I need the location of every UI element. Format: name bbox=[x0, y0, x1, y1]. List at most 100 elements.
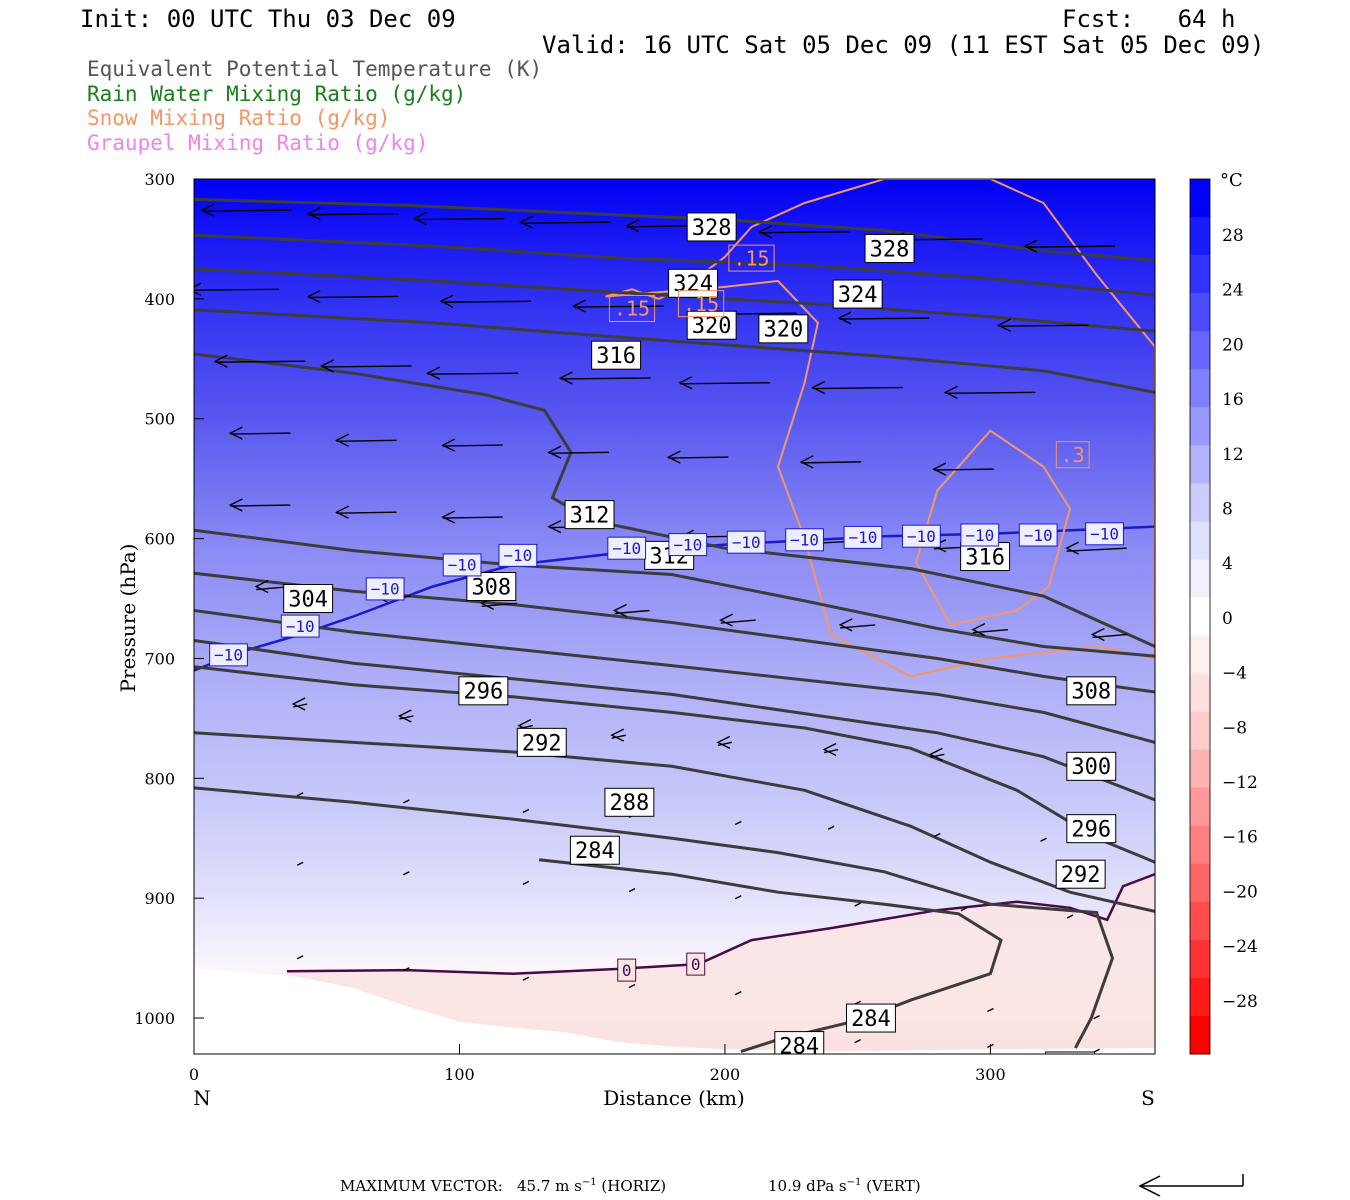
y-tick-label: 300 bbox=[144, 170, 175, 189]
wind-vector bbox=[971, 623, 1008, 637]
svg-text:296: 296 bbox=[463, 680, 503, 705]
wind-vector bbox=[1023, 239, 1116, 253]
wind-vector bbox=[519, 215, 611, 229]
wind-vector bbox=[716, 735, 733, 749]
isotherm-line bbox=[286, 873, 1155, 975]
snow-contour bbox=[915, 429, 1072, 627]
y-tick-label: 400 bbox=[144, 290, 175, 309]
y-tick-label: 700 bbox=[144, 649, 175, 668]
theta-e-label: 324 bbox=[668, 268, 719, 298]
svg-text:0: 0 bbox=[691, 955, 701, 974]
svg-text:.3: .3 bbox=[1061, 443, 1085, 467]
wind-vector bbox=[1040, 837, 1047, 842]
theta-e-line bbox=[194, 786, 1115, 1049]
wind-vector bbox=[838, 618, 876, 632]
svg-text:308: 308 bbox=[1071, 680, 1111, 705]
theta-e-line bbox=[194, 308, 1155, 394]
theta-e-label: 296 bbox=[458, 676, 509, 706]
wind-vector bbox=[612, 603, 650, 618]
svg-text:316: 316 bbox=[596, 344, 636, 369]
wind-vector bbox=[306, 289, 399, 304]
svg-text:.15: .15 bbox=[614, 297, 650, 321]
isotherm-label: −10 bbox=[1018, 523, 1058, 547]
legend-theta-e: Equivalent Potential Temperature (K) bbox=[87, 57, 543, 81]
theta-e-line bbox=[538, 858, 1003, 1054]
wind-vector bbox=[610, 728, 626, 742]
colorbar-tick-label: −8 bbox=[1222, 718, 1247, 738]
max-vector-label: MAXIMUM VECTOR: bbox=[340, 1177, 503, 1195]
svg-text:328: 328 bbox=[692, 216, 732, 241]
wind-vector bbox=[296, 861, 304, 866]
wind-vector bbox=[822, 742, 839, 757]
svg-text:−10: −10 bbox=[286, 617, 315, 636]
theta-e-label: 308 bbox=[466, 572, 517, 602]
isotherm-label: −10 bbox=[726, 530, 766, 554]
isotherm-label: 0 bbox=[617, 958, 637, 982]
svg-text:328: 328 bbox=[870, 237, 910, 262]
colorbar-tick-label: 8 bbox=[1222, 500, 1233, 520]
isotherm-label: −10 bbox=[960, 523, 1000, 547]
theta-e-label: 328 bbox=[686, 212, 737, 242]
wind-vector bbox=[228, 426, 291, 440]
svg-text:312: 312 bbox=[570, 504, 610, 529]
wind-vector bbox=[306, 207, 399, 221]
horiz-vector-value: 45.7 m s−1 (HORIZ) bbox=[517, 1177, 667, 1195]
theta-e-line bbox=[194, 233, 1155, 297]
theta-e-line bbox=[194, 639, 1155, 802]
svg-text:−10: −10 bbox=[503, 546, 532, 565]
theta-e-line bbox=[194, 528, 1155, 658]
wind-vector bbox=[987, 1007, 994, 1013]
svg-text:−10: −10 bbox=[448, 556, 477, 575]
wind-vector bbox=[412, 211, 505, 226]
wind-vector bbox=[932, 462, 994, 476]
wind-vector bbox=[403, 799, 410, 804]
theta-e-label: 300 bbox=[1066, 751, 1117, 781]
colorbar-tick-label: −4 bbox=[1222, 664, 1247, 684]
valid-time: Valid: 16 UTC Sat 05 Dec 09 (11 EST Sat … bbox=[542, 31, 1265, 59]
forecast-hour: Fcst: 64 h bbox=[1062, 5, 1236, 33]
wind-vector bbox=[319, 359, 412, 373]
x-tick-label: 0 bbox=[189, 1065, 199, 1084]
wind-vector bbox=[1093, 1015, 1100, 1020]
isotherm-label: −10 bbox=[843, 525, 883, 549]
svg-text:−10: −10 bbox=[214, 646, 243, 665]
svg-text:288: 288 bbox=[609, 791, 649, 816]
wind-vector bbox=[719, 613, 756, 627]
wind-vector bbox=[522, 976, 530, 981]
plot-frame bbox=[193, 178, 1156, 1055]
x-axis-label: Distance (km) bbox=[603, 1086, 745, 1110]
y-tick-label: 800 bbox=[144, 769, 175, 788]
y-tick-label: 600 bbox=[144, 530, 175, 549]
isotherm-label: −10 bbox=[280, 614, 320, 638]
wind-vector bbox=[666, 450, 729, 464]
isotherm-label: 0 bbox=[686, 952, 706, 976]
svg-text:−10: −10 bbox=[371, 580, 400, 599]
svg-text:−10: −10 bbox=[673, 535, 702, 554]
colorbar-tick-label: −12 bbox=[1222, 773, 1258, 793]
svg-text:324: 324 bbox=[673, 272, 713, 297]
isotherm-label: −10 bbox=[442, 553, 482, 577]
wind-vector bbox=[854, 902, 861, 907]
wind-vector bbox=[960, 907, 968, 912]
wind-vector bbox=[558, 371, 651, 385]
svg-text:0: 0 bbox=[622, 961, 632, 980]
wind-vector bbox=[334, 433, 397, 447]
wind-vector bbox=[827, 825, 835, 830]
south-end-label: S bbox=[1141, 1086, 1155, 1110]
y-tick-label: 900 bbox=[144, 889, 175, 908]
wind-vector bbox=[291, 697, 308, 711]
svg-text:296: 296 bbox=[1071, 818, 1111, 843]
theta-e-label: 288 bbox=[1045, 1051, 1096, 1054]
theta-e-label: 308 bbox=[1066, 676, 1117, 706]
svg-text:−10: −10 bbox=[1090, 525, 1119, 544]
theta-e-label: 284 bbox=[774, 1031, 825, 1054]
theta-e-label: 296 bbox=[1066, 814, 1117, 844]
svg-text:292: 292 bbox=[1061, 863, 1101, 888]
colorbar: 28 24 20 16 12 8 4 0 −4 −8 −12 −16 −20 −24 −28 bbox=[1189, 178, 1258, 1055]
wind-vector bbox=[734, 991, 742, 996]
wind-vector bbox=[758, 225, 850, 239]
x-tick-label: 100 bbox=[444, 1065, 475, 1084]
wind-vector bbox=[441, 438, 503, 452]
wind-vector bbox=[441, 510, 503, 524]
